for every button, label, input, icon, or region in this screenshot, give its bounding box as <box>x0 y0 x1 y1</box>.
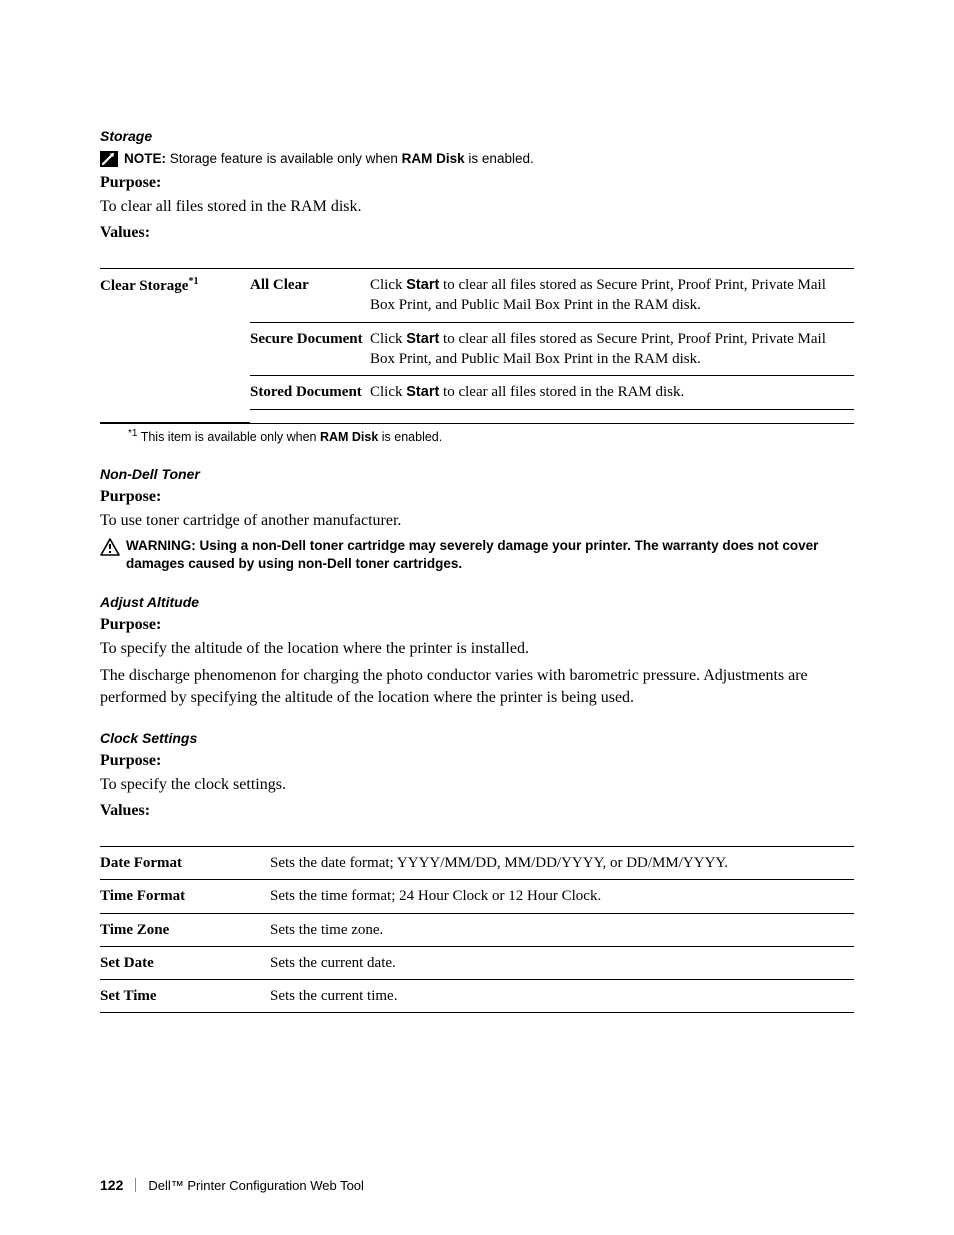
note-icon <box>100 151 118 167</box>
purpose-body-clock: To specify the clock settings. <box>100 774 854 796</box>
note-tail: is enabled. <box>465 151 534 166</box>
post-1: to clear all files stored as Secure Prin… <box>370 331 826 368</box>
warn-body: Using a non-Dell toner cartridge may sev… <box>126 538 818 571</box>
desc-secure-doc: Click Start to clear all files stored as… <box>370 322 854 376</box>
note-prefix: NOTE: <box>124 151 166 166</box>
values-label-storage: Values: <box>100 224 854 242</box>
warn-prefix: WARNING: <box>126 538 200 553</box>
warning-icon <box>100 538 120 556</box>
values-label-clock: Values: <box>100 802 854 820</box>
purpose-label-altitude: Purpose: <box>100 616 854 634</box>
purpose-label-storage: Purpose: <box>100 174 854 192</box>
purpose-label-clock: Purpose: <box>100 752 854 770</box>
clock-k-1: Time Format <box>100 880 270 913</box>
note-ramdisk: RAM Disk <box>402 151 465 166</box>
heading-clock: Clock Settings <box>100 730 854 746</box>
clock-table: Date Format Sets the date format; YYYY/M… <box>100 846 854 1013</box>
footnote-pre: This item is available only when <box>137 430 320 444</box>
btn-2: Start <box>406 384 439 400</box>
altitude-para2: The discharge phenomenon for charging th… <box>100 665 854 708</box>
clock-v-0: Sets the date format; YYYY/MM/DD, MM/DD/… <box>270 847 854 880</box>
footnote-bold: RAM Disk <box>320 430 378 444</box>
post-0: to clear all files stored as Secure Prin… <box>370 277 826 314</box>
note-body-1: Storage feature is available only when <box>166 151 402 166</box>
note-storage: NOTE: Storage feature is available only … <box>100 150 854 168</box>
opt-stored-doc: Stored Document <box>250 376 370 410</box>
row-label-pad <box>100 410 250 423</box>
heading-storage: Storage <box>100 128 854 144</box>
heading-altitude: Adjust Altitude <box>100 594 854 610</box>
warning-nondell: WARNING: Using a non-Dell toner cartridg… <box>100 537 854 573</box>
storage-footnote: *1 This item is available only when RAM … <box>100 423 854 444</box>
opt-all-clear: All Clear <box>250 268 370 322</box>
clear-storage-text: Clear Storage <box>100 278 188 294</box>
pre-2: Click <box>370 384 406 400</box>
btn-1: Start <box>406 331 439 347</box>
clock-k-2: Time Zone <box>100 913 270 946</box>
storage-table: Clear Storage*1 All Clear Click Start to… <box>100 268 854 423</box>
clock-k-0: Date Format <box>100 847 270 880</box>
pre-0: Click <box>370 277 406 293</box>
clock-k-4: Set Time <box>100 980 270 1013</box>
clear-storage-label: Clear Storage*1 <box>100 268 250 409</box>
clear-storage-sup: *1 <box>188 276 198 287</box>
document-page: Storage NOTE: Storage feature is availab… <box>0 0 954 1235</box>
desc-stored-doc: Click Start to clear all files stored in… <box>370 376 854 410</box>
post-2: to clear all files stored in the RAM dis… <box>439 384 684 400</box>
purpose-body-nondell: To use toner cartridge of another manufa… <box>100 510 854 532</box>
page-number: 122 <box>100 1177 123 1193</box>
purpose-body-storage: To clear all files stored in the RAM dis… <box>100 196 854 218</box>
clock-k-3: Set Date <box>100 946 270 979</box>
clock-v-1: Sets the time format; 24 Hour Clock or 1… <box>270 880 854 913</box>
heading-nondell: Non-Dell Toner <box>100 466 854 482</box>
footer-title: Dell™ Printer Configuration Web Tool <box>148 1178 364 1193</box>
pad-cell <box>250 410 854 423</box>
desc-all-clear: Click Start to clear all files stored as… <box>370 268 854 322</box>
footnote-post: is enabled. <box>378 430 442 444</box>
pre-1: Click <box>370 331 406 347</box>
purpose-label-nondell: Purpose: <box>100 488 854 506</box>
clock-v-2: Sets the time zone. <box>270 913 854 946</box>
opt-secure-doc: Secure Document <box>250 322 370 376</box>
page-footer: 122 Dell™ Printer Configuration Web Tool <box>100 1177 364 1193</box>
clock-v-4: Sets the current time. <box>270 980 854 1013</box>
warning-text: WARNING: Using a non-Dell toner cartridg… <box>126 537 854 573</box>
btn-0: Start <box>406 277 439 293</box>
purpose-body-altitude: To specify the altitude of the location … <box>100 638 854 660</box>
clock-v-3: Sets the current date. <box>270 946 854 979</box>
note-text: NOTE: Storage feature is available only … <box>124 150 534 168</box>
footer-separator <box>135 1178 136 1192</box>
